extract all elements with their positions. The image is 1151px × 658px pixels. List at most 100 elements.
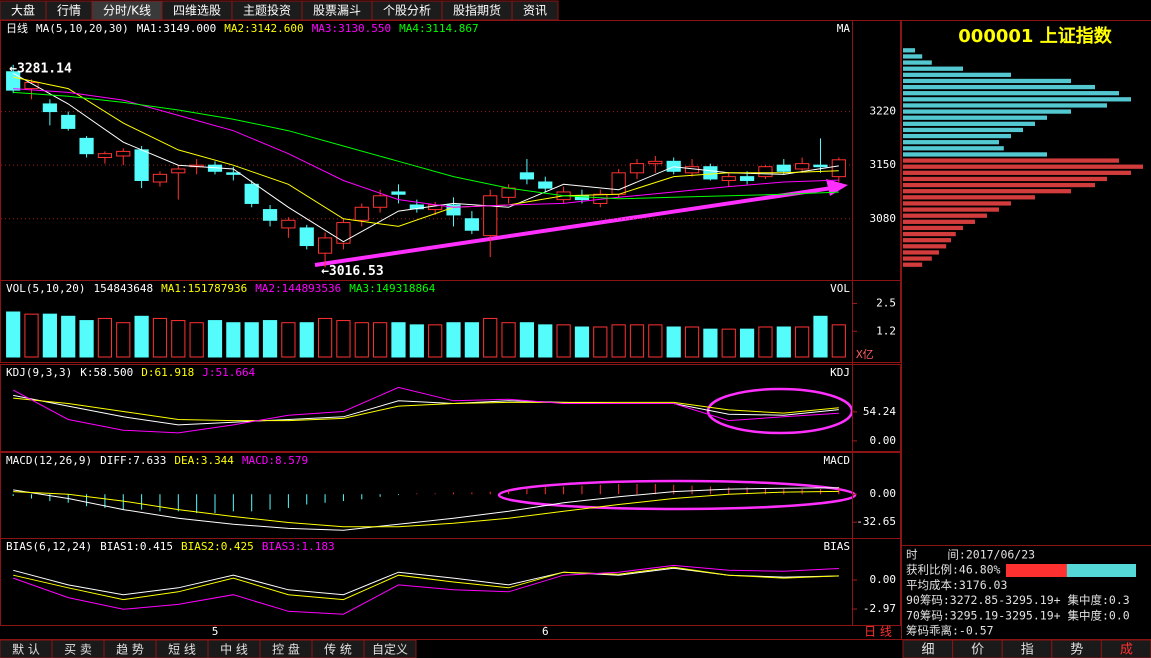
volume-bar	[24, 313, 39, 358]
chip-bar	[903, 146, 1004, 151]
volume-bar	[428, 324, 443, 358]
panel-legend: MA3:3130.550	[312, 22, 391, 35]
chip-bar	[903, 170, 1131, 175]
volume-bar	[373, 322, 388, 358]
volume-bar	[684, 326, 700, 358]
info-row: 获利比例:46.80%	[906, 563, 1001, 577]
candle-body	[244, 183, 259, 204]
y-tick-label: 0.00	[870, 487, 897, 500]
y-tick-label: 3150	[870, 158, 897, 171]
candle-body	[354, 206, 369, 221]
indicator-line	[13, 88, 839, 208]
candle-body	[611, 172, 626, 195]
candle-body	[629, 163, 645, 174]
candle-body	[42, 103, 57, 113]
volume-bar	[152, 317, 168, 358]
volume-bar	[629, 324, 645, 358]
bottom-tab-label[interactable]: 传 统	[324, 642, 352, 657]
chip-bar	[903, 164, 1143, 169]
chip-bar	[903, 140, 999, 145]
indicator-line	[13, 564, 839, 615]
right-tab[interactable]	[1100, 639, 1151, 658]
candle-body	[281, 219, 296, 229]
volume-bar	[189, 322, 204, 358]
candle-body	[684, 166, 700, 174]
x-tick-label: 6	[542, 625, 549, 638]
chip-bar	[903, 91, 1119, 96]
top-tab-label[interactable]: 个股分析	[383, 4, 431, 18]
chip-bar	[903, 72, 1011, 77]
panel-corner-label: KDJ	[830, 366, 850, 379]
indicator-line	[12, 72, 839, 243]
panel-legend: BIAS(6,12,24)	[6, 540, 92, 553]
bottom-tab-label[interactable]: 趋 势	[116, 643, 144, 657]
indicator-line	[13, 487, 839, 531]
panel-legend: MA2:3142.600	[224, 22, 303, 35]
candle-body	[171, 168, 186, 174]
chip-bar	[903, 201, 1011, 206]
right-tab-label[interactable]: 价	[971, 643, 984, 658]
panel-legend: DIFF:7.633	[100, 454, 166, 467]
candle-body	[336, 222, 351, 244]
indicator-line	[12, 386, 839, 434]
panel-legend: K:58.500	[80, 366, 133, 379]
right-tab-label[interactable]: 细	[921, 643, 934, 658]
candle-body	[703, 166, 718, 180]
candle-body	[134, 149, 149, 181]
chip-bar	[903, 244, 947, 249]
candle-body	[483, 195, 498, 237]
volume-bar	[721, 328, 736, 358]
panel-legend: 154843648	[93, 282, 153, 295]
candle-body	[813, 164, 828, 168]
volume-bar	[739, 328, 755, 358]
volume-bar	[354, 322, 369, 358]
volume-bar	[446, 322, 461, 358]
top-tab-label[interactable]: 四维选股	[173, 4, 221, 18]
panel-corner-label: MACD	[824, 454, 851, 467]
panel-legend: MA1:151787936	[161, 282, 247, 295]
volume-bar	[574, 326, 590, 358]
top-tab-label[interactable]: 股指期货	[453, 3, 501, 18]
info-row: 90筹码:3272.85-3295.19+ 集中度:0.3	[906, 593, 1130, 607]
indicator-line	[13, 490, 839, 528]
volume-bar	[611, 324, 626, 358]
panel-legend: MA2:144893536	[255, 282, 341, 295]
volume-bar	[226, 322, 241, 358]
indicator-line	[13, 91, 839, 200]
top-tab-label[interactable]: 行情	[57, 4, 81, 18]
bottom-tab[interactable]	[363, 639, 417, 658]
right-tab-label[interactable]: 指	[1021, 643, 1034, 658]
bottom-tab-label[interactable]: 默 认	[12, 642, 40, 657]
panel-legend: MA1:3149.000	[137, 22, 216, 35]
bottom-tab-label[interactable]: 控 盘	[272, 642, 300, 657]
top-tab-label[interactable]: 主题投资	[243, 3, 291, 18]
y-tick-label: 2.5	[876, 296, 896, 309]
bottom-tab-label[interactable]: 中 线	[220, 642, 248, 657]
bottom-tab-label[interactable]: 自定义	[372, 642, 408, 657]
top-tab-label[interactable]: 分时/K线	[103, 4, 151, 18]
volume-bar	[409, 324, 424, 358]
y-tick-label: 3220	[870, 105, 897, 118]
volume-bar	[776, 326, 791, 358]
volume-bar	[6, 311, 21, 358]
volume-bar	[648, 324, 663, 358]
candle-body	[776, 164, 791, 172]
period-label: 日 线	[864, 625, 892, 639]
chip-bar	[903, 213, 987, 218]
volume-bar	[299, 322, 314, 358]
panel-legend: MA3:149318864	[349, 282, 435, 295]
highlight-ellipse	[497, 479, 857, 511]
candle-body	[391, 191, 406, 195]
top-tab-label[interactable]: 股票漏斗	[313, 4, 361, 18]
right-tab-label[interactable]: 成	[1120, 643, 1133, 658]
candle-body	[24, 81, 39, 90]
top-tab-label[interactable]: 大盘	[11, 3, 35, 18]
top-tab-label[interactable]: 资讯	[523, 4, 547, 18]
chip-bar	[903, 256, 932, 261]
panel-legend: MA4:3114.867	[399, 22, 478, 35]
bottom-tab-label[interactable]: 买 卖	[64, 643, 92, 657]
right-tab-label[interactable]: 势	[1070, 642, 1083, 658]
unit-label: X亿	[856, 348, 874, 361]
volume-bar	[464, 322, 479, 358]
bottom-tab-label[interactable]: 短 线	[168, 643, 196, 657]
